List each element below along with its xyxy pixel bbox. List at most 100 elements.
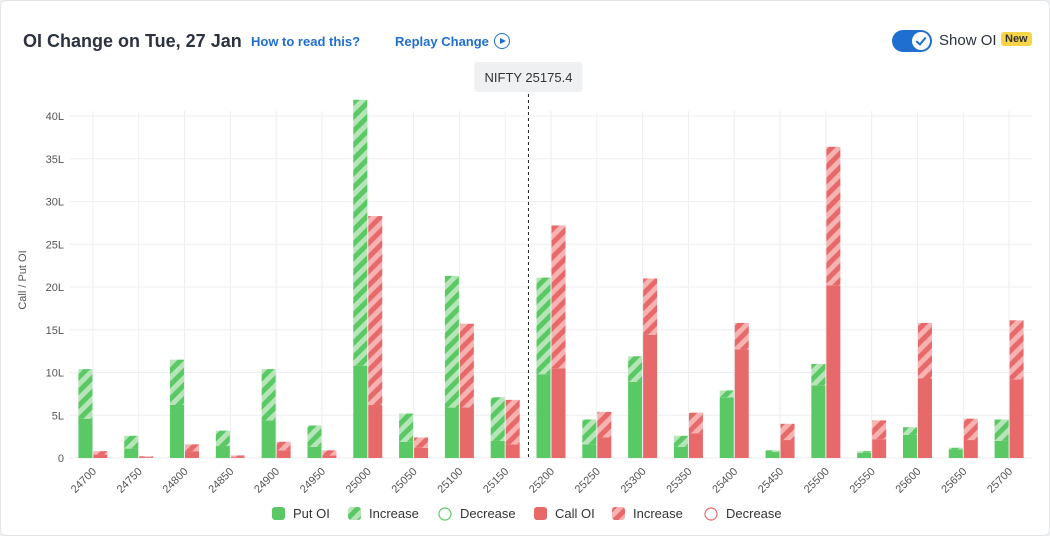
put-increase-bar[interactable] — [628, 356, 643, 382]
put-increase-bar[interactable] — [673, 435, 688, 447]
put-increase-bar[interactable] — [994, 419, 1009, 441]
call-increase-bar[interactable] — [276, 441, 291, 451]
new-badge: New — [1001, 32, 1032, 46]
put-oi-bar[interactable] — [673, 446, 688, 458]
call-increase-bar[interactable] — [322, 450, 337, 456]
put-oi-bar[interactable] — [170, 404, 185, 458]
call-increase-bar[interactable] — [734, 322, 749, 350]
call-oi-bar[interactable] — [93, 454, 108, 458]
put-increase-bar[interactable] — [399, 413, 414, 442]
call-increase-bar[interactable] — [230, 455, 245, 458]
call-increase-bar[interactable] — [780, 423, 795, 441]
call-increase-bar[interactable] — [917, 322, 932, 379]
put-oi-bar[interactable] — [399, 441, 414, 458]
put-oi-bar[interactable] — [78, 418, 93, 458]
call-increase-bar[interactable] — [1009, 320, 1024, 380]
call-oi-bar[interactable] — [230, 457, 245, 458]
put-increase-bar[interactable] — [948, 447, 963, 450]
put-oi-bar[interactable] — [628, 381, 643, 458]
call-increase-bar[interactable] — [414, 437, 429, 448]
x-tick-label: 25600 — [893, 466, 923, 496]
call-oi-bar[interactable] — [551, 368, 566, 458]
call-oi-bar[interactable] — [414, 447, 429, 458]
put-oi-bar[interactable] — [948, 449, 963, 458]
call-oi-bar[interactable] — [872, 439, 887, 458]
call-increase-bar[interactable] — [551, 225, 566, 369]
call-oi-bar[interactable] — [963, 440, 978, 458]
put-increase-bar[interactable] — [307, 425, 322, 447]
put-increase-bar[interactable] — [444, 275, 459, 408]
call-increase-bar[interactable] — [93, 451, 108, 455]
call-oi-bar[interactable] — [917, 378, 932, 458]
put-increase-bar[interactable] — [719, 390, 734, 398]
put-oi-bar[interactable] — [444, 407, 459, 458]
call-increase-bar[interactable] — [963, 418, 978, 441]
put-oi-bar[interactable] — [307, 446, 322, 458]
put-increase-bar[interactable] — [353, 99, 368, 366]
call-oi-bar[interactable] — [643, 334, 658, 458]
put-increase-bar[interactable] — [765, 450, 780, 453]
put-oi-bar[interactable] — [765, 452, 780, 458]
put-oi-bar[interactable] — [719, 397, 734, 458]
legend-label: Increase — [633, 506, 683, 521]
y-tick-label: 25L — [46, 239, 64, 251]
legend-swatch — [534, 507, 547, 520]
y-tick-label: 35L — [46, 154, 64, 166]
replay-change-link[interactable]: Replay Change — [395, 34, 489, 49]
call-oi-bar[interactable] — [322, 455, 337, 458]
put-increase-bar[interactable] — [811, 363, 826, 386]
put-increase-bar[interactable] — [215, 430, 230, 447]
put-increase-bar[interactable] — [490, 397, 505, 441]
call-oi-bar[interactable] — [688, 433, 703, 458]
put-oi-bar[interactable] — [811, 385, 826, 458]
call-increase-bar[interactable] — [597, 411, 612, 438]
call-oi-bar[interactable] — [368, 404, 383, 458]
put-increase-bar[interactable] — [536, 277, 551, 375]
call-oi-bar[interactable] — [505, 444, 520, 458]
put-oi-bar[interactable] — [353, 365, 368, 458]
put-increase-bar[interactable] — [582, 419, 597, 445]
put-oi-bar[interactable] — [215, 446, 230, 458]
show-oi-label: Show OI — [939, 32, 997, 49]
call-increase-bar[interactable] — [826, 146, 841, 286]
put-increase-bar[interactable] — [170, 359, 185, 405]
call-increase-bar[interactable] — [688, 412, 703, 434]
x-tick-label: 25700 — [985, 466, 1015, 496]
call-oi-bar[interactable] — [459, 407, 474, 458]
put-increase-bar[interactable] — [124, 435, 139, 449]
x-tick-label: 24800 — [161, 466, 191, 496]
put-increase-bar[interactable] — [857, 451, 872, 453]
play-icon[interactable] — [494, 33, 510, 49]
x-tick-label: 25100 — [435, 466, 465, 496]
show-oi-toggle[interactable] — [892, 30, 932, 52]
call-increase-bar[interactable] — [643, 278, 658, 335]
put-oi-bar[interactable] — [994, 440, 1009, 458]
x-tick-label: 25000 — [344, 466, 374, 496]
put-oi-bar[interactable] — [857, 452, 872, 458]
call-oi-bar[interactable] — [597, 437, 612, 458]
call-increase-bar[interactable] — [459, 323, 474, 408]
call-oi-bar[interactable] — [1009, 379, 1024, 458]
put-increase-bar[interactable] — [78, 369, 93, 419]
put-oi-bar[interactable] — [490, 440, 505, 458]
legend-label: Increase — [369, 506, 419, 521]
put-oi-bar[interactable] — [582, 444, 597, 458]
call-oi-bar[interactable] — [734, 349, 749, 458]
call-oi-bar[interactable] — [185, 451, 200, 458]
put-increase-bar[interactable] — [261, 369, 276, 421]
put-oi-bar[interactable] — [124, 448, 139, 458]
call-increase-bar[interactable] — [139, 456, 154, 458]
put-oi-bar[interactable] — [261, 420, 276, 458]
call-oi-bar[interactable] — [139, 457, 154, 458]
call-increase-bar[interactable] — [872, 420, 887, 440]
call-oi-bar[interactable] — [780, 440, 795, 458]
put-oi-bar[interactable] — [902, 434, 917, 458]
put-increase-bar[interactable] — [902, 427, 917, 435]
call-oi-bar[interactable] — [276, 450, 291, 458]
call-increase-bar[interactable] — [368, 216, 383, 405]
call-increase-bar[interactable] — [505, 399, 520, 445]
put-oi-bar[interactable] — [536, 374, 551, 458]
call-oi-bar[interactable] — [826, 285, 841, 458]
call-increase-bar[interactable] — [185, 444, 200, 452]
how-to-read-link[interactable]: How to read this? — [251, 34, 361, 49]
